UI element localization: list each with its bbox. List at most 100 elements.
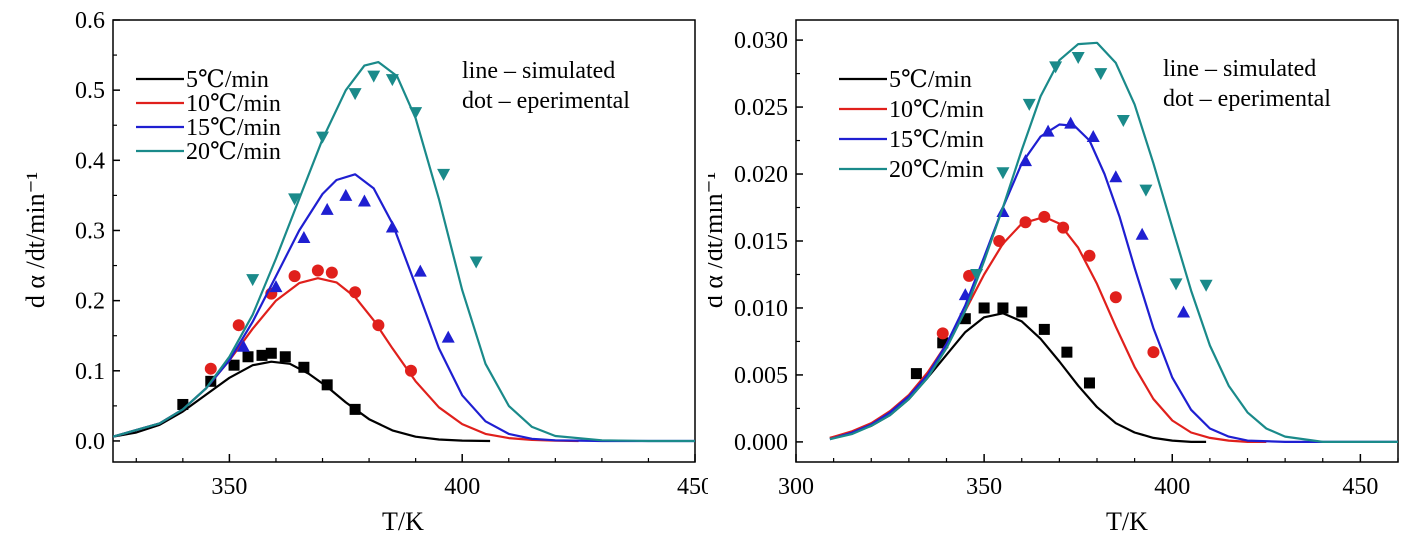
data-point-2 <box>1135 227 1149 240</box>
data-point-1 <box>1038 210 1051 223</box>
y-tick-label: 0.010 <box>734 296 788 322</box>
data-point-2 <box>269 280 283 293</box>
data-point-2 <box>441 330 455 343</box>
y-tick-label: 0.000 <box>734 430 788 456</box>
y-tick-label: 0.3 <box>75 218 105 244</box>
y-tick-label: 0.020 <box>734 162 788 188</box>
data-point-3 <box>437 168 451 181</box>
legend-label-2: 15℃/min <box>186 115 281 141</box>
legend-label-1: 10℃/min <box>889 97 984 123</box>
data-point-0 <box>242 351 254 363</box>
data-point-2 <box>320 202 334 215</box>
data-point-1 <box>963 269 976 282</box>
data-point-0 <box>1061 346 1073 358</box>
data-point-3 <box>316 131 330 144</box>
data-point-2 <box>1177 305 1191 318</box>
data-point-3 <box>246 274 260 287</box>
data-point-2 <box>1064 116 1078 129</box>
data-point-3 <box>348 88 362 101</box>
data-point-3 <box>288 193 302 206</box>
data-point-1 <box>232 319 245 332</box>
data-point-0 <box>1038 323 1050 335</box>
y-tick-label: 0.1 <box>75 359 105 385</box>
data-point-0 <box>1016 306 1028 318</box>
data-point-1 <box>993 235 1006 247</box>
data-point-0 <box>177 398 189 410</box>
data-point-1 <box>349 286 362 299</box>
data-point-0 <box>937 337 949 349</box>
x-tick-label: 400 <box>1154 474 1190 500</box>
data-point-1 <box>1109 291 1122 304</box>
data-point-0 <box>910 368 922 380</box>
x-axis-label: T/K <box>1106 507 1148 536</box>
data-point-1 <box>311 264 324 277</box>
legend-label-2: 15℃/min <box>889 127 984 153</box>
data-point-0 <box>256 349 268 361</box>
y-tick-label: 0.4 <box>75 148 105 174</box>
data-point-1 <box>288 270 301 283</box>
x-tick-label: 350 <box>966 474 1002 500</box>
x-tick-label: 350 <box>211 474 247 500</box>
annotation-1: dot – eperimental <box>1163 86 1331 112</box>
y-tick-label: 0.025 <box>734 95 788 121</box>
y-tick-label: 0.015 <box>734 229 788 255</box>
data-point-2 <box>1019 154 1033 167</box>
y-axis-label: d α /dt/min⁻¹ <box>21 172 50 308</box>
data-point-3 <box>385 74 399 87</box>
annotation-0: line – simulated <box>1163 56 1316 82</box>
x-tick-label: 450 <box>677 474 708 500</box>
series-line-2 <box>113 173 695 443</box>
data-point-3 <box>970 268 984 281</box>
series-line-2 <box>829 123 1398 443</box>
data-point-0 <box>997 302 1009 314</box>
data-point-3 <box>1169 278 1183 291</box>
data-point-3 <box>409 107 423 120</box>
data-point-1 <box>1083 249 1096 262</box>
data-point-0 <box>321 379 333 391</box>
data-point-2 <box>1041 124 1055 137</box>
data-point-0 <box>349 403 361 415</box>
annotation-0: line – simulated <box>462 58 615 84</box>
y-tick-label: 0.5 <box>75 78 105 104</box>
plot-area <box>113 61 695 443</box>
annotation-1: dot – eperimental <box>462 88 630 114</box>
data-point-1 <box>204 362 217 375</box>
data-point-1 <box>936 327 949 340</box>
legend-label-1: 10℃/min <box>186 91 281 117</box>
data-point-3 <box>1022 98 1036 111</box>
y-tick-label: 0.030 <box>734 28 788 54</box>
data-point-3 <box>996 167 1010 180</box>
data-point-0 <box>279 351 291 363</box>
x-tick-label: 300 <box>778 474 814 500</box>
data-point-0 <box>978 302 990 314</box>
y-tick-label: 0.005 <box>734 363 788 389</box>
data-point-2 <box>236 339 250 352</box>
data-point-3 <box>1116 114 1130 127</box>
y-axis-label: d α /dt/min⁻¹ <box>708 172 728 308</box>
series-line-0 <box>829 312 1207 443</box>
data-point-1 <box>404 364 417 377</box>
y-tick-label: 0.6 <box>75 8 105 34</box>
chart-right: 0.000 0.005 0.010 0.015 0.020 0.025 0.030 300 35… <box>708 19 1399 536</box>
data-point-2 <box>1086 130 1100 143</box>
chart-left: 0.0 0.1 0.2 0.3 0.4 0.5 0.6 350 400 450 T/K d α /dt… <box>21 8 708 536</box>
plot-area <box>829 41 1398 443</box>
data-point-3 <box>1049 61 1063 74</box>
data-point-0 <box>298 361 310 373</box>
data-point-3 <box>1199 279 1213 292</box>
plot-frame <box>112 19 696 463</box>
series-line-3 <box>829 41 1398 443</box>
data-point-3 <box>1071 52 1085 65</box>
legend-label-3: 20℃/min <box>889 157 984 183</box>
data-point-2 <box>1109 170 1123 183</box>
x-tick-label: 400 <box>444 474 480 500</box>
series-line-3 <box>113 61 695 443</box>
y-tick-label: 0.0 <box>75 429 105 455</box>
data-point-1 <box>372 319 385 332</box>
data-point-2 <box>413 264 427 277</box>
data-point-0 <box>265 347 277 359</box>
data-point-2 <box>357 194 371 207</box>
data-point-3 <box>1139 184 1153 197</box>
x-axis-label: T/K <box>382 507 424 536</box>
data-point-0 <box>959 313 971 325</box>
